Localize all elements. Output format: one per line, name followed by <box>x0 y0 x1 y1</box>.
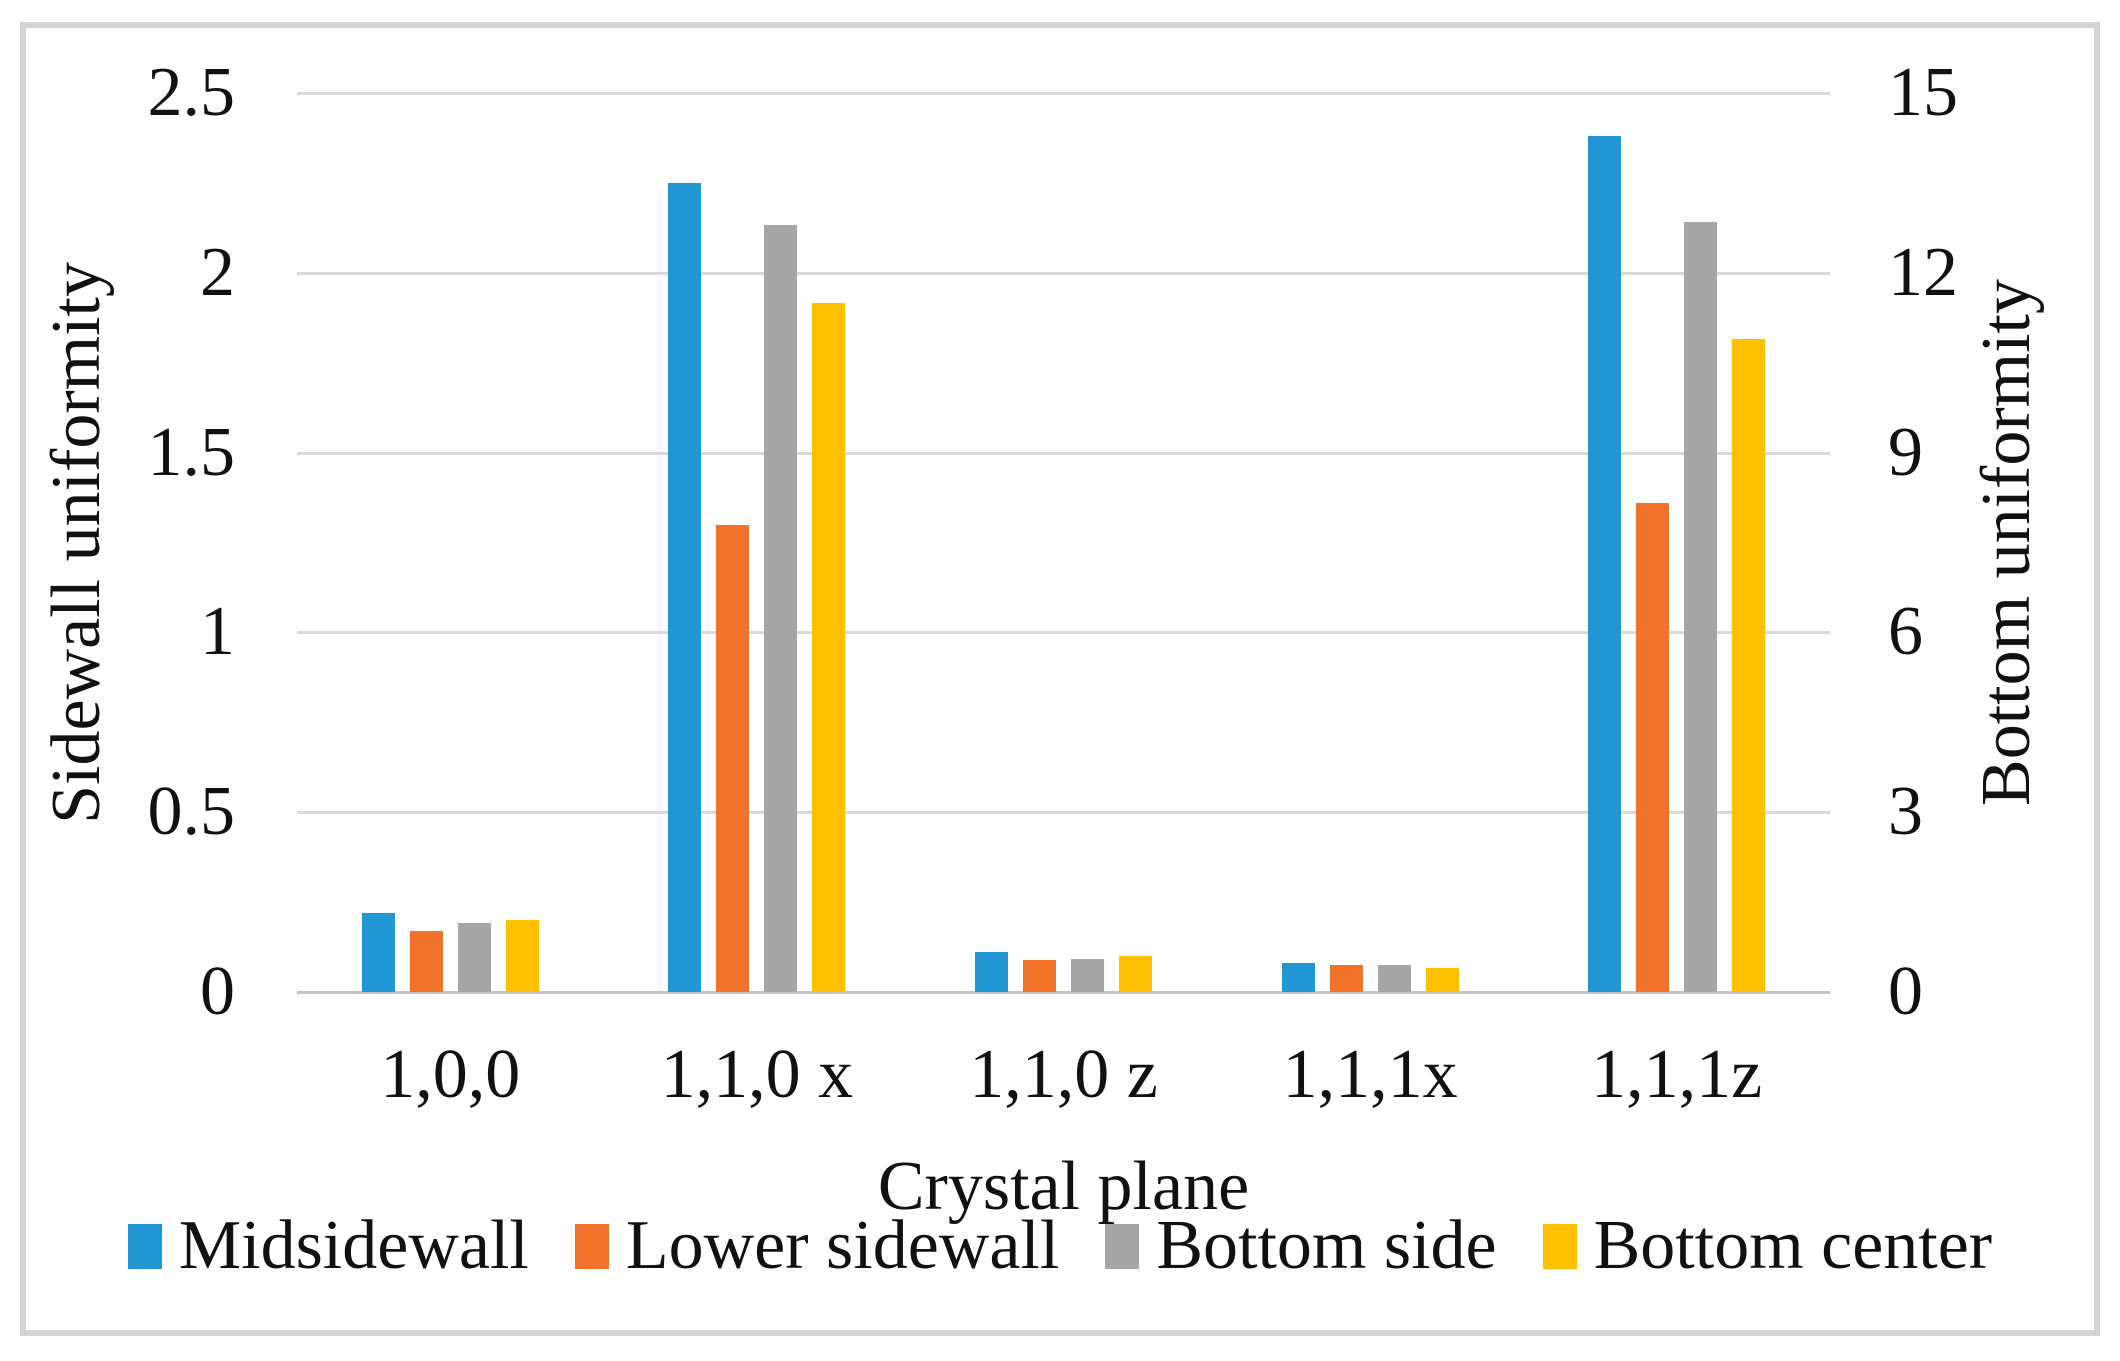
legend-item: Midsidewall <box>127 1207 529 1284</box>
left-axis-tick-label: 0 <box>200 953 235 1030</box>
legend-swatch-bottom-center <box>1542 1223 1577 1269</box>
gridline <box>297 92 1830 95</box>
legend-swatch-lower-sidewall <box>574 1223 609 1269</box>
bar-bottom-center <box>1425 968 1459 992</box>
left-axis-tick-label: 0.5 <box>147 773 236 851</box>
bar-midsidewall <box>975 952 1008 992</box>
x-axis-baseline <box>297 991 1830 994</box>
x-axis-tick-label: 1,1,1x <box>1282 1036 1458 1113</box>
legend-label: Lower sidewall <box>625 1207 1060 1284</box>
bar-bottom-side <box>1377 965 1411 992</box>
legend-item: Bottom center <box>1542 1207 1993 1284</box>
bar-bottom-side <box>457 923 491 992</box>
bar-lower-sidewall <box>1023 959 1056 992</box>
bar-midsidewall <box>668 182 702 992</box>
x-axis-tick-label: 1,1,0 z <box>969 1036 1158 1113</box>
right-axis-title: Bottom uniformity <box>1968 279 2045 806</box>
right-axis-tick-label: 15 <box>1888 54 1958 131</box>
legend-swatch-midsidewall <box>127 1223 162 1269</box>
legend-item: Lower sidewall <box>574 1207 1060 1284</box>
x-axis-tick-label: 1,1,0 x <box>660 1036 854 1113</box>
right-axis-tick-label: 6 <box>1888 593 1923 671</box>
right-axis-tick-label: 12 <box>1888 233 1958 311</box>
x-axis-title: Crystal plane <box>877 1148 1250 1225</box>
x-axis-tick-label: 1,1,1z <box>1591 1036 1763 1113</box>
gridline <box>297 631 1830 635</box>
right-axis-title-container: Bottom uniformity <box>1962 93 2052 992</box>
chart-plot-area <box>297 92 1830 994</box>
left-axis-title-container: Sidewall uniformity <box>32 93 122 992</box>
left-axis-tick-label: 2.5 <box>147 54 236 131</box>
bar-bottom-center <box>1732 338 1766 992</box>
left-axis-tick-label: 1 <box>200 593 235 671</box>
right-axis-tick-label: 9 <box>1888 413 1923 491</box>
bar-bottom-side <box>764 224 798 992</box>
right-axis-tick-label: 3 <box>1888 773 1923 851</box>
legend-item: Bottom side <box>1105 1207 1497 1284</box>
gridline <box>297 451 1830 455</box>
gridline <box>297 271 1830 275</box>
bar-bottom-side <box>1684 221 1718 992</box>
bar-lower-sidewall <box>716 524 750 992</box>
left-axis-tick-label: 1.5 <box>147 413 236 491</box>
bar-bottom-center <box>505 920 539 992</box>
legend-label: Midsidewall <box>178 1207 529 1284</box>
bar-lower-sidewall <box>1329 965 1363 992</box>
left-axis-title: Sidewall uniformity <box>38 261 115 824</box>
bar-lower-sidewall <box>409 930 443 992</box>
right-axis-tick-label: 0 <box>1888 953 1923 1030</box>
x-axis-tick-label: 1,0,0 <box>380 1036 521 1113</box>
bar-lower-sidewall <box>1636 502 1670 992</box>
legend-label: Bottom center <box>1593 1207 1993 1284</box>
legend-swatch-bottom-side <box>1105 1223 1140 1269</box>
gridline <box>297 811 1830 815</box>
bar-bottom-side <box>1071 959 1104 992</box>
bar-bottom-center <box>812 302 846 992</box>
bar-midsidewall <box>1588 136 1622 992</box>
left-axis-tick-label: 2 <box>200 233 235 311</box>
bar-midsidewall <box>361 912 395 992</box>
bar-bottom-center <box>1119 956 1152 992</box>
legend: Midsidewall Lower sidewall Bottom side Bott… <box>30 1208 2090 1284</box>
legend-label: Bottom side <box>1156 1207 1497 1284</box>
bar-midsidewall <box>1281 963 1315 992</box>
